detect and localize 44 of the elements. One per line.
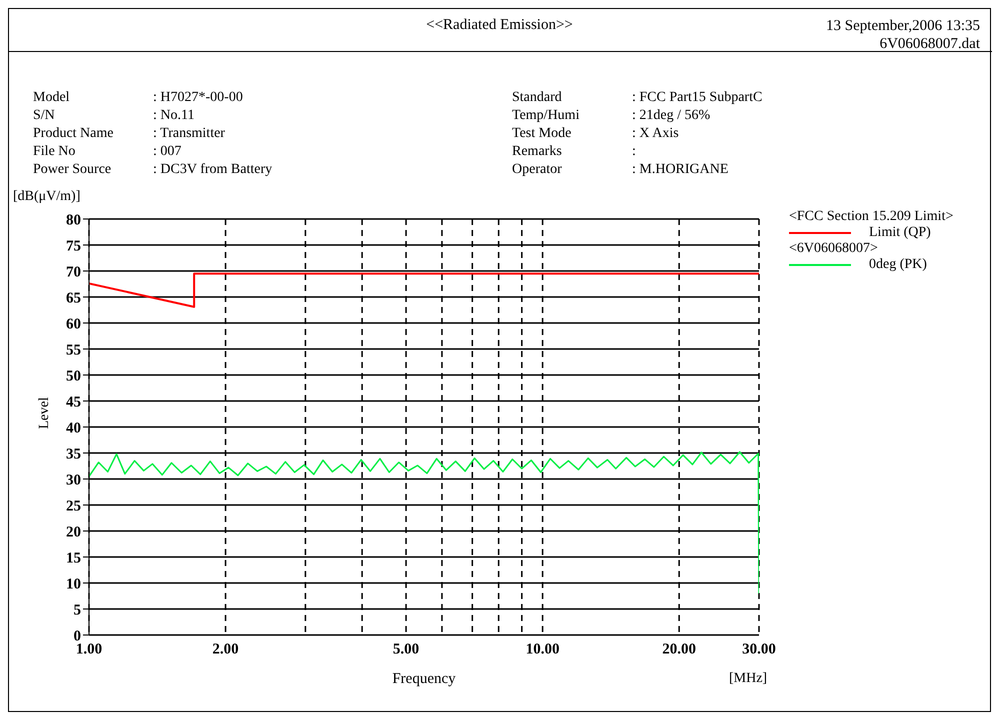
y-tick-label: 70 [66,264,81,280]
text: <6V06068007> [789,241,879,257]
y-tick-label: 35 [66,446,81,462]
text: [MHz] [729,671,768,687]
y-tick-label: 25 [66,498,81,514]
y-tick-label: 50 [66,368,81,384]
chart-title: <<Radiated Emission>> [426,17,573,33]
x-tick-label: 2.00 [212,642,239,658]
legend-label: Limit (QP) [869,225,931,241]
y-tick-label: 80 [66,212,81,228]
x-tick-label: 5.00 [392,642,420,658]
text: [dB(μV/m)] [13,189,80,205]
text: Temp/Humi : 21deg / 56% [512,108,710,123]
x-tick-label: 20.00 [662,642,696,658]
text: 6V06068007.dat [878,35,980,53]
text: Model : H7027*-00-00 [33,90,243,105]
text: Remarks : [512,144,636,159]
y-tick-label: 20 [66,524,81,540]
text: Product Name : Transmitter [33,126,225,141]
x-tick-label: 1.00 [76,642,102,658]
text: File No : 007 [33,144,182,159]
y-tick-label: 10 [66,576,81,592]
y-tick-label: 55 [66,342,81,358]
y-tick-label: 60 [66,316,81,332]
text: Operator : M.HORIGANE [512,162,728,177]
y-tick-label: 5 [74,602,81,618]
y-tick-label: 0 [74,628,81,644]
y-tick-label: 45 [66,394,81,410]
y-tick-label: 75 [66,238,81,254]
text: 13 September,2006 13:35 [826,17,980,35]
y-tick-label: 30 [66,472,81,488]
legend-label: 0deg (PK) [869,257,927,273]
x-axis-title: Frequency [392,671,456,687]
legend-title: <FCC Section 15.209 Limit> [789,209,954,225]
text: Standard : FCC Part15 SubpartC [512,90,762,105]
text: S/N : No.11 [33,108,194,123]
y-axis-title: Level [37,397,53,429]
y-tick-label: 65 [66,290,81,306]
y-tick-label: 15 [66,550,81,566]
text: Power Source : DC3V from Battery [33,162,272,177]
x-tick-label: 30.00 [742,642,776,658]
y-tick-label: 40 [66,420,81,436]
text: Test Mode : X Axis [512,126,679,141]
x-tick-label: 10.00 [526,642,560,658]
